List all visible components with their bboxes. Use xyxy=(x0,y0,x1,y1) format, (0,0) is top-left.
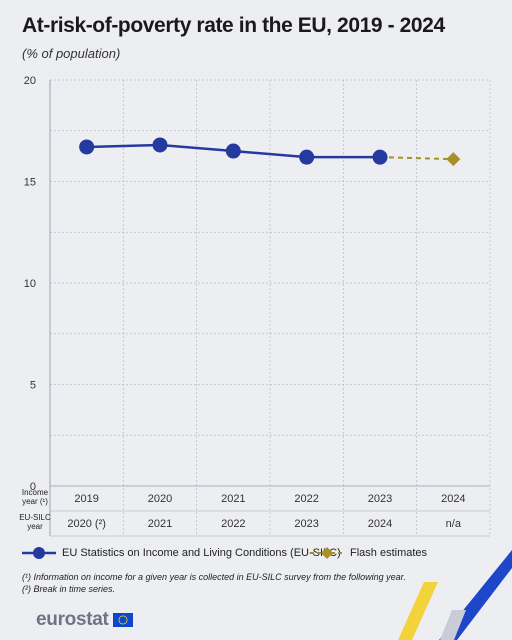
chart-subtitle: (% of population) xyxy=(22,46,121,61)
legend-marker-diamond-icon xyxy=(310,547,344,559)
x-tick-label: 2022 xyxy=(294,493,318,505)
eu-star xyxy=(121,615,124,617)
data-point-circle xyxy=(79,139,95,155)
x-tick-label: 2023 xyxy=(368,493,392,505)
eurostat-logo: eurostat xyxy=(36,609,133,631)
logo-wordmark: eurostat xyxy=(36,609,109,630)
grid-lines xyxy=(49,79,491,536)
legend-item-eu-silc: EU Statistics on Income and Living Condi… xyxy=(22,546,341,560)
data-point-diamond xyxy=(446,152,461,167)
row-label: EU-SILC xyxy=(19,513,51,522)
legend-item-flash: Flash estimates xyxy=(310,546,427,560)
eu-star xyxy=(117,619,120,621)
footnotes: (¹) Information on income for a given ye… xyxy=(22,571,442,595)
eu-stars-icon xyxy=(117,615,128,625)
footnote-2: (²) Break in time series. xyxy=(22,584,116,594)
eu-star xyxy=(119,615,122,618)
grey-stripe xyxy=(440,610,466,640)
legend-marker-circle-icon xyxy=(22,547,56,559)
chart-title: At-risk-of-poverty rate in the EU, 2019 … xyxy=(22,14,445,37)
footnote-1: (¹) Information on income for a given ye… xyxy=(22,572,406,582)
eu-star xyxy=(119,622,122,625)
row-label: year xyxy=(27,522,43,531)
x-tick-label: n/a xyxy=(446,518,462,530)
data-point-circle xyxy=(152,137,168,153)
eu-star xyxy=(123,622,126,625)
eu-star xyxy=(125,619,128,621)
x-tick-label: 2019 xyxy=(74,493,98,505)
x-tick-label: 2020 xyxy=(148,493,172,505)
decorative-stripes xyxy=(398,550,512,640)
series-layer xyxy=(79,137,461,167)
row-label: Income xyxy=(22,488,49,497)
data-point-circle xyxy=(299,149,315,165)
x-tick-label: 2022 xyxy=(221,518,245,530)
row-label: year (¹) xyxy=(22,497,48,506)
eu-star xyxy=(125,621,127,623)
legend-label-eu-silc: EU Statistics on Income and Living Condi… xyxy=(62,547,341,559)
eu-star xyxy=(121,623,124,625)
yellow-stripe xyxy=(398,582,438,640)
data-point-circle xyxy=(372,149,388,165)
y-tick-label: 0 xyxy=(30,481,36,493)
y-tick-label: 20 xyxy=(24,75,36,87)
x-tick-label: 2024 xyxy=(441,493,465,505)
x-tick-label: 2021 xyxy=(148,518,172,530)
legend-label-flash: Flash estimates xyxy=(350,547,428,559)
y-tick-label: 10 xyxy=(24,278,36,290)
x-tick-label: 2020 (²) xyxy=(67,518,106,530)
y-tick-label: 5 xyxy=(30,380,36,392)
eu-star xyxy=(118,621,120,623)
x-tick-label: 2024 xyxy=(368,518,392,530)
x-tick-label: 2021 xyxy=(221,493,245,505)
y-axis-ticks: 0 5 10 15 20 xyxy=(24,75,36,493)
y-tick-label: 15 xyxy=(24,177,36,189)
data-point-circle xyxy=(225,143,241,159)
x-tick-label: 2023 xyxy=(294,518,318,530)
eu-star xyxy=(123,615,126,618)
eu-star xyxy=(118,617,120,619)
series-line-1 xyxy=(379,156,454,161)
eu-flag-icon xyxy=(112,613,133,627)
eu-star xyxy=(125,617,127,619)
